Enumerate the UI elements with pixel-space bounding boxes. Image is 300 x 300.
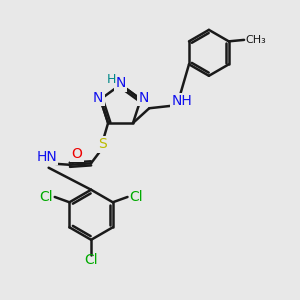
- Text: Cl: Cl: [84, 254, 98, 267]
- Text: Cl: Cl: [129, 190, 142, 204]
- Text: NH: NH: [172, 94, 193, 109]
- Text: Cl: Cl: [40, 190, 53, 204]
- Text: N: N: [139, 91, 149, 105]
- Text: O: O: [72, 147, 83, 160]
- Text: H: H: [106, 73, 116, 86]
- Text: N: N: [116, 76, 126, 90]
- Text: S: S: [98, 137, 107, 151]
- Text: HN: HN: [37, 150, 58, 164]
- Text: N: N: [93, 91, 103, 105]
- Text: CH₃: CH₃: [246, 35, 266, 45]
